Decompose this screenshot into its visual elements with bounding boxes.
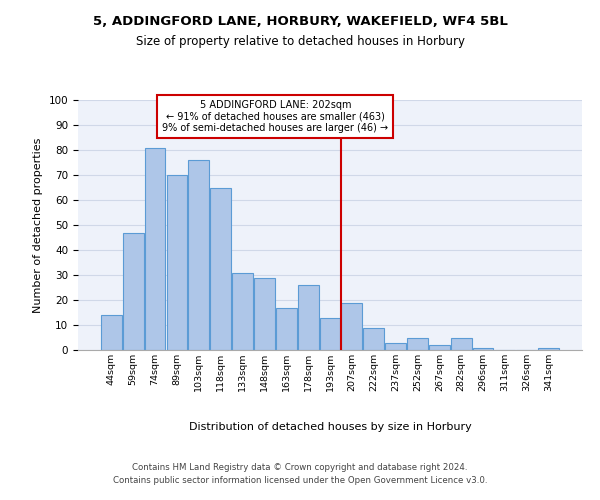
Bar — [145, 148, 166, 350]
Bar — [210, 188, 231, 350]
Bar — [167, 175, 187, 350]
Bar — [276, 308, 296, 350]
Bar — [232, 272, 253, 350]
Bar — [101, 315, 122, 350]
Bar — [123, 232, 143, 350]
Bar — [341, 302, 362, 350]
Text: 5, ADDINGFORD LANE, HORBURY, WAKEFIELD, WF4 5BL: 5, ADDINGFORD LANE, HORBURY, WAKEFIELD, … — [92, 15, 508, 28]
Bar — [254, 278, 275, 350]
Bar — [385, 342, 406, 350]
Bar — [451, 338, 472, 350]
Bar — [473, 348, 493, 350]
Bar — [320, 318, 340, 350]
Text: Size of property relative to detached houses in Horbury: Size of property relative to detached ho… — [136, 35, 464, 48]
Text: Distribution of detached houses by size in Horbury: Distribution of detached houses by size … — [188, 422, 472, 432]
Bar — [364, 328, 384, 350]
Text: 5 ADDINGFORD LANE: 202sqm
← 91% of detached houses are smaller (463)
9% of semi-: 5 ADDINGFORD LANE: 202sqm ← 91% of detac… — [162, 100, 388, 133]
Bar — [298, 285, 319, 350]
Y-axis label: Number of detached properties: Number of detached properties — [33, 138, 43, 312]
Bar — [538, 348, 559, 350]
Text: Contains public sector information licensed under the Open Government Licence v3: Contains public sector information licen… — [113, 476, 487, 485]
Text: Contains HM Land Registry data © Crown copyright and database right 2024.: Contains HM Land Registry data © Crown c… — [132, 462, 468, 471]
Bar — [188, 160, 209, 350]
Bar — [429, 345, 450, 350]
Bar — [407, 338, 428, 350]
